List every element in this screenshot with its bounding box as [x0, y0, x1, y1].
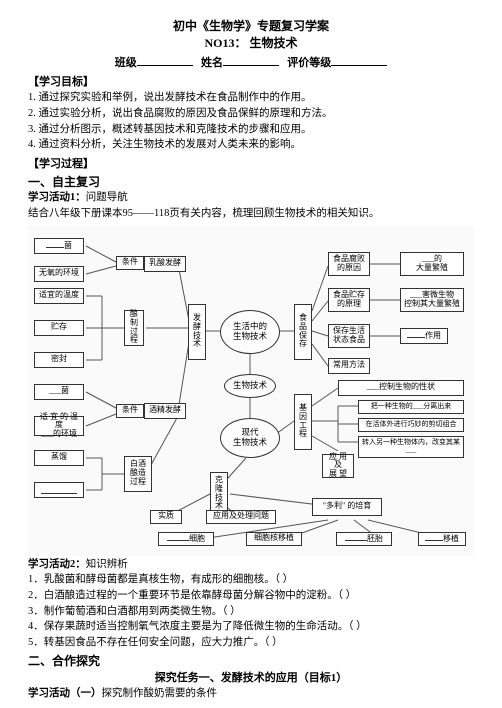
box-baijiu-process: 白酒酿造过程: [124, 456, 152, 492]
box-embryo: 胚胎: [336, 532, 392, 546]
box-controltrait: ___控制生物的性状: [338, 380, 464, 396]
goal-3: 3. 通过分析图示，概述转基因技术和克隆技术的步骤和应用。: [28, 123, 474, 138]
goal-2: 2. 通过实验分析，说出食品腐败的原因及食品保鲜的原理和方法。: [28, 107, 474, 122]
box-seal: 密封: [34, 352, 84, 368]
box-blank1: [34, 482, 84, 498]
grade-blank: [331, 54, 387, 66]
act1-label: 学习活动1：: [28, 192, 86, 203]
act1-line: 学习活动1：问题导航: [28, 191, 474, 206]
title2-text: 生物技术: [250, 36, 298, 50]
box-use: 作用: [400, 328, 448, 344]
box-rot: 食品腐败的原因: [328, 252, 370, 276]
goal-1: 1. 通过探究实验和举例，说出发酵技术在食品制作中的作用。: [28, 91, 474, 106]
coop-act-label: 学习活动（一）: [28, 688, 102, 699]
box-transplant: 移植: [418, 532, 466, 546]
box-massrepro: ___的大量繁殖: [400, 252, 464, 276]
doc-title-1: 初中《生物学》专题复习学案: [28, 18, 474, 35]
oval-modern: 现代生物技术: [220, 418, 280, 458]
sec1-head: 一、自主复习: [28, 174, 474, 191]
box-store: 食品贮存的原理: [328, 288, 370, 312]
box-lactic: 乳酸发酵: [144, 256, 186, 272]
goals-head: 【学习目标】: [28, 75, 474, 90]
box-brew-process: 酿制过程: [124, 310, 144, 346]
box-alcohol: 酒精发酵: [144, 403, 186, 419]
goal-4: 4. 通过资料分析，关注生物技术的发展对人类未来的影响。: [28, 138, 474, 153]
q1: 1．乳酸菌和酵母菌都是真核生物，有成形的细胞核。（ ）: [28, 573, 474, 588]
act1-desc: 结合八年级下册课本95——118页有关内容，梳理回顾生物技术的相关知识。: [28, 207, 474, 222]
box-steam: 蒸馏: [34, 450, 84, 466]
box-recombine: 在活体外进行巧妙的剪切组合: [358, 418, 464, 432]
concept-diagram: 菌 无氧的环境 条件 适宜的温度 贮存 密封 酿制过程 ___菌 适 宜 的 温…: [28, 226, 474, 556]
box-dolly: "多利" 的培育: [312, 498, 382, 516]
box-essence: 实质: [150, 510, 182, 524]
box-cell1: 细胞: [158, 532, 214, 546]
box-cell-implant: 细胞核移植: [246, 532, 302, 546]
box-temp1: 适宜的温度: [34, 288, 84, 304]
box-app-outlook: 应 用 及展 望: [322, 454, 354, 478]
oval-life: 生活中的生物技术: [220, 310, 280, 354]
q4: 4．保存果蔬时适当控制氧气浓度主要是为了降低微生物的生命活动。（ ）: [28, 620, 474, 635]
box-jun1: 菌: [34, 238, 84, 254]
box-noox: 无氧的环境: [34, 266, 84, 282]
name-blank: [223, 54, 279, 66]
oval-bio: 生物技术: [224, 374, 276, 398]
class-blank: [137, 54, 193, 66]
title2-prefix: NO13：: [204, 36, 246, 50]
process-head: 【学习过程】: [28, 157, 474, 172]
box-methods: 常用方法: [328, 358, 370, 374]
coop-act-text: 探究制作酸奶需要的条件: [102, 688, 218, 699]
q5: 5．转基因食品不存在任何安全问题，应大力推广。（ ）: [28, 636, 474, 651]
box-jun2: ___菌: [34, 384, 84, 400]
coop-task-title: 探究任务一、发酵技术的应用（目标1）: [28, 671, 474, 686]
coop-head: 二、合作探究: [28, 653, 474, 670]
box-killmicro: ___害微生物控制其大量繁殖: [400, 288, 464, 312]
box-temp2: 适 宜 的 温 度___的环境: [34, 416, 84, 436]
box-foodsave: 食品保存: [294, 304, 312, 360]
box-gene: 基因工程: [294, 394, 312, 450]
box-app-problem: 应用及处理问题: [206, 510, 276, 524]
act2-line: 学习活动2：知识辨析: [28, 558, 474, 573]
doc-title-2: NO13： 生物技术: [28, 35, 474, 52]
act2-text: 知识辨析: [86, 559, 128, 570]
box-condition2: 条件: [116, 404, 144, 418]
act2-label: 学习活动2：: [28, 559, 86, 570]
form-name-label: 姓名: [201, 57, 223, 69]
coop-act-line: 学习活动（一）探究制作酸奶需要的条件: [28, 687, 474, 702]
q2: 2．白酒酿造过程的一个重要环节是依靠酵母菌分解谷物中的淀粉。（ ）: [28, 589, 474, 604]
box-ferment: 发酵技术: [188, 304, 206, 360]
form-grade-label: 评价等级: [287, 57, 331, 69]
form-line: 班级 姓名 评价等级: [28, 54, 474, 71]
box-storage: 贮存: [34, 320, 84, 336]
box-insert: 转入另一种生物体内，改变其某___: [358, 436, 464, 458]
act1-text: 问题导航: [86, 192, 128, 203]
box-condition1: 条件: [116, 256, 144, 270]
box-preserve: 保存生活状态食品: [328, 324, 370, 348]
form-class-label: 班级: [115, 57, 137, 69]
box-transfer: 把一种生物的___分离出来: [358, 400, 464, 414]
q3: 3．制作葡萄酒和白酒都用到两类微生物。（ ）: [28, 605, 474, 620]
